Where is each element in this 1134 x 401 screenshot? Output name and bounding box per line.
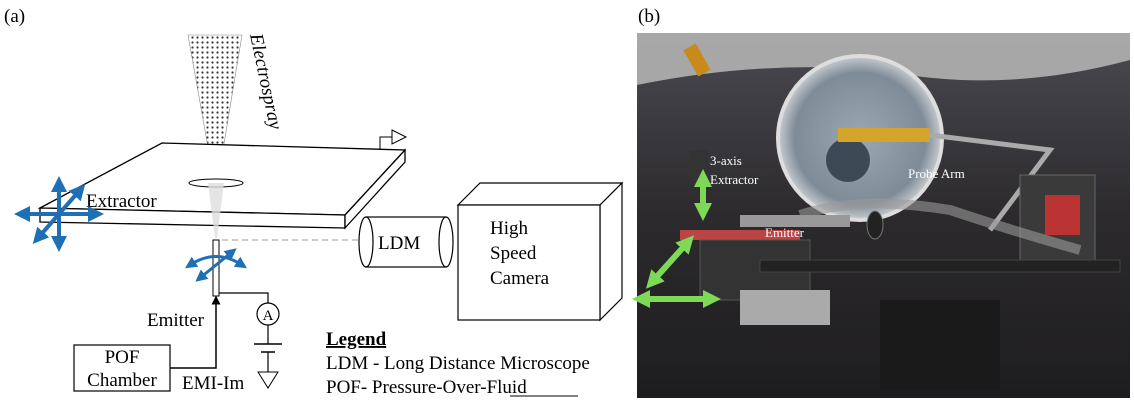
probe-bracket (838, 128, 930, 142)
optic (867, 211, 883, 239)
ldm-end (439, 217, 453, 267)
camera-side (600, 183, 622, 320)
photo-label: 3-axis (710, 153, 742, 168)
legend-title: Legend (326, 329, 387, 350)
lens (826, 138, 870, 182)
ldm-label: LDM (378, 233, 420, 254)
panel-b: (b) 3-axis Extractor Probe Arm Emitter (637, 6, 1130, 398)
panel-a: (a) Electrospray Extractor Emitter A (4, 6, 622, 398)
photo-label: Extractor (710, 172, 759, 187)
base (880, 300, 1000, 390)
legend-entry: LDM - Long Distance Microscope (326, 353, 590, 374)
ammeter-label: A (263, 308, 274, 324)
camera-label: Camera (490, 268, 550, 289)
ldm-lens (359, 217, 373, 267)
wire (219, 293, 268, 303)
motor-label (1045, 195, 1080, 235)
pof-label: POF (105, 347, 140, 368)
legend-entry: POF- Pressure-Over-Fluid (326, 377, 527, 398)
flag-pole (380, 137, 392, 149)
photo-label: Probe Arm (908, 166, 965, 181)
camera-label: Speed (490, 243, 537, 264)
photo-label: Emitter (765, 225, 805, 240)
flag (392, 130, 406, 144)
extractor-knob (690, 150, 708, 180)
camera-label: High (490, 218, 529, 239)
camera-top (458, 183, 622, 205)
ground (258, 372, 278, 388)
panel-label: (b) (638, 6, 660, 27)
figure: (a) Electrospray Extractor Emitter A (0, 0, 1134, 401)
translation-stage (740, 290, 830, 325)
liquid-label: EMI-Im (182, 373, 244, 394)
spray-label: Electrospray (245, 31, 286, 132)
pof-label: Chamber (87, 370, 157, 391)
panel-label: (a) (4, 6, 25, 27)
emitter-label: Emitter (147, 310, 205, 331)
extractor-label: Extractor (86, 191, 157, 212)
rail (760, 260, 1120, 272)
